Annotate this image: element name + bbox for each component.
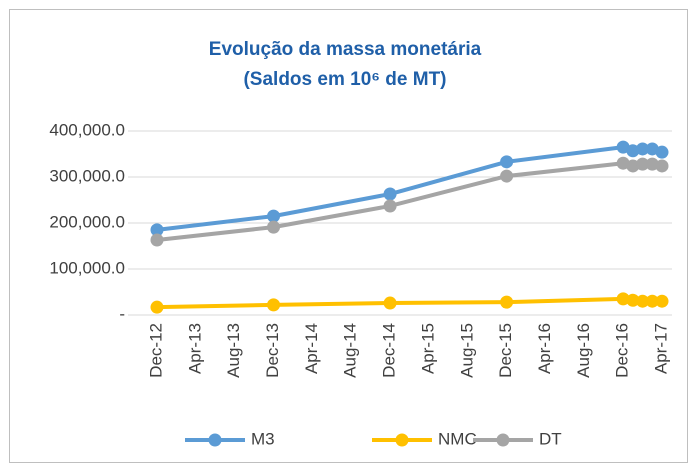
data-point	[150, 233, 164, 247]
data-point	[383, 199, 397, 213]
y-tick-label: -	[119, 304, 125, 323]
y-tick-label: 200,000.0	[49, 212, 125, 231]
data-point	[500, 295, 514, 309]
x-tick-label: Aug-14	[341, 323, 360, 378]
data-point	[636, 157, 650, 171]
y-tick-label: 300,000.0	[49, 166, 125, 185]
legend-marker	[496, 433, 510, 447]
x-tick-label: Dec-15	[496, 323, 515, 378]
data-point	[150, 300, 164, 314]
x-tick-label: Dec-13	[263, 323, 282, 378]
x-tick-label: Apr-17	[651, 323, 670, 374]
x-tick-label: Apr-15	[418, 323, 437, 374]
data-point	[500, 155, 514, 169]
data-point	[636, 142, 650, 156]
y-tick-label: 100,000.0	[49, 258, 125, 277]
x-tick-label: Dec-14	[380, 323, 399, 378]
data-point	[626, 293, 640, 307]
data-point	[267, 298, 281, 312]
chart-subtitle: (Saldos em 10⁶ de MT)	[243, 69, 446, 90]
data-point	[616, 292, 630, 306]
chart-title: Evolução da massa monetária	[209, 39, 482, 60]
y-tick-label: 400,000.0	[49, 120, 125, 139]
legend-label: NMC	[438, 429, 477, 448]
x-tick-label: Apr-16	[535, 323, 554, 374]
data-point	[645, 294, 659, 308]
legend-marker	[395, 433, 409, 447]
x-tick-label: Apr-14	[302, 323, 321, 374]
legend-label: DT	[539, 429, 562, 448]
data-point	[267, 220, 281, 234]
data-point	[150, 223, 164, 237]
x-tick-label: Dec-16	[613, 323, 632, 378]
chart-frame	[9, 9, 688, 463]
x-tick-label: Aug-16	[574, 323, 593, 378]
data-point	[500, 169, 514, 183]
legend-label: M3	[251, 429, 275, 448]
data-point	[626, 144, 640, 158]
x-tick-label: Aug-13	[224, 323, 243, 378]
data-point	[636, 294, 650, 308]
data-point	[645, 157, 659, 171]
data-point	[655, 159, 669, 173]
x-tick-label: Aug-15	[457, 323, 476, 378]
legend-marker	[208, 433, 222, 447]
data-point	[383, 187, 397, 201]
data-point	[383, 296, 397, 310]
data-point	[655, 145, 669, 159]
data-point	[267, 209, 281, 223]
x-tick-label: Dec-12	[146, 323, 165, 378]
x-tick-label: Apr-13	[185, 323, 204, 374]
data-point	[655, 294, 669, 308]
data-point	[626, 159, 640, 173]
